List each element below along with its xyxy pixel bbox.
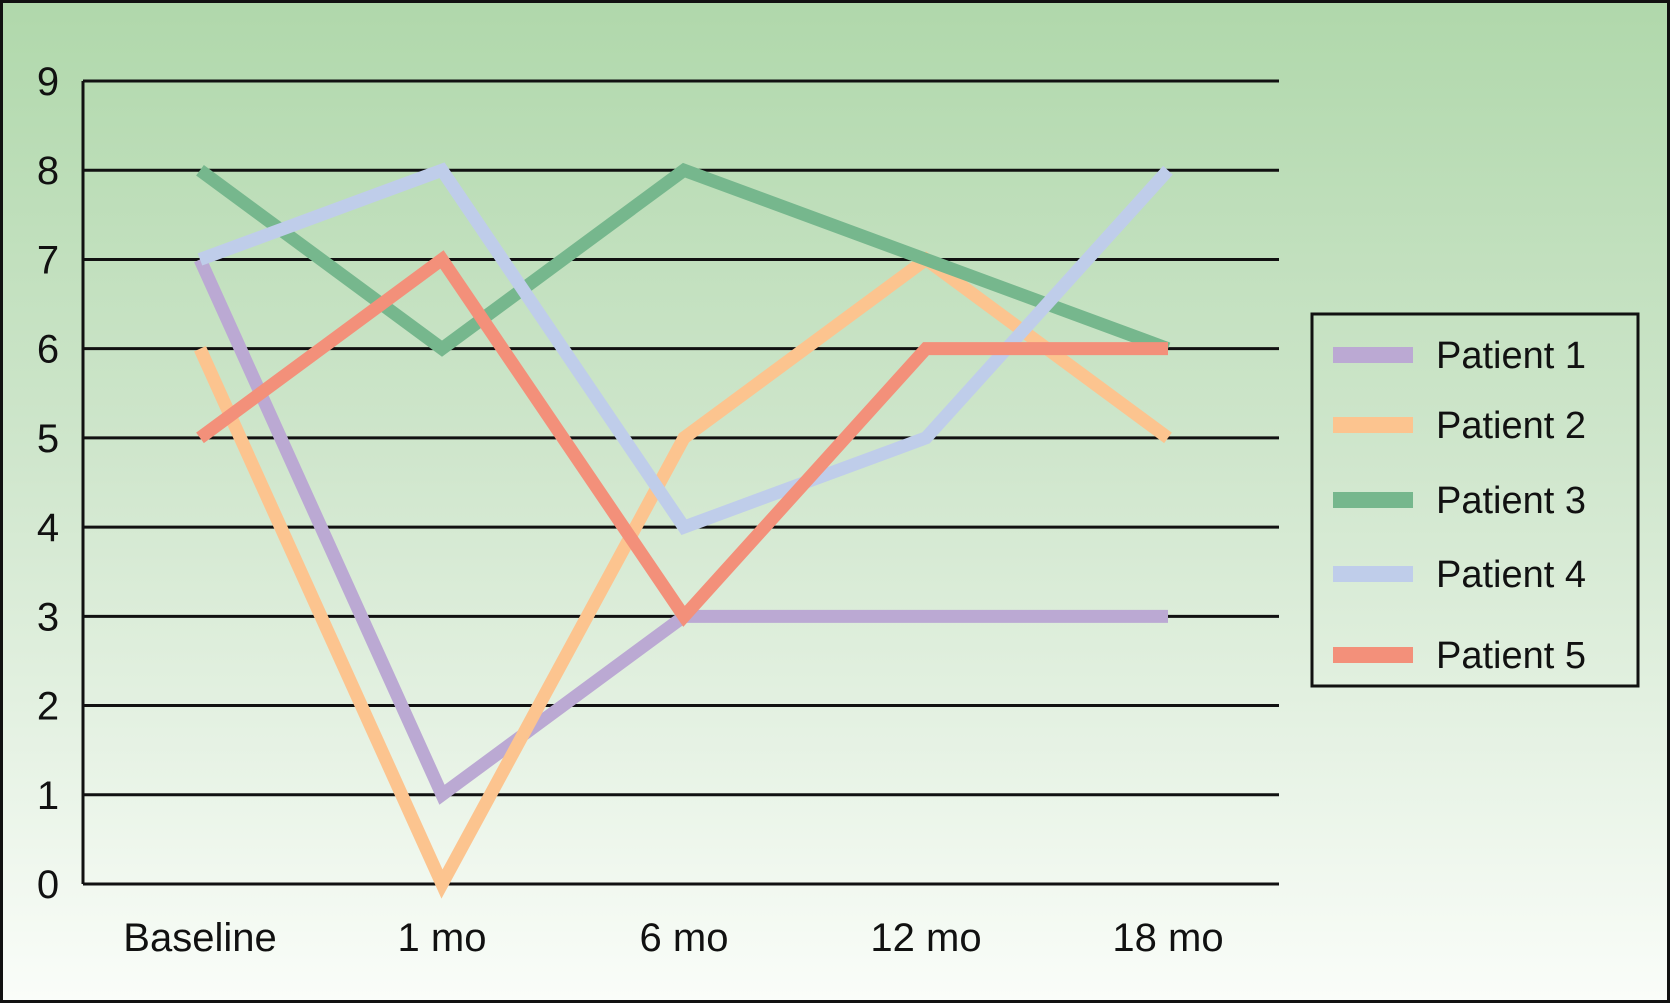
y-tick-label: 7 [37,238,59,282]
series-line-patient-3 [196,162,1171,357]
y-tick-label: 4 [37,506,59,550]
y-tick-label: 5 [37,417,59,461]
series-lines [194,162,1173,899]
y-tick-label: 2 [37,685,59,729]
legend: Patient 1 Patient 2 Patient 3 Patient 4 Pati… [1310,312,1640,688]
x-tick-labels: Baseline 1 mo 6 mo 12 mo 18 mo [123,916,1223,960]
x-tick-label: 1 mo [398,916,487,960]
y-tick-label: 6 [37,328,59,372]
x-tick-label: 12 mo [870,916,981,960]
series-line-patient-2 [194,251,1172,899]
line-chart: 0 1 2 3 4 5 6 7 8 9 Baseline 1 mo 6 mo 12 mo 18 mo Pa… [37,60,1640,960]
legend-label: Patient 4 [1436,554,1586,596]
legend-box [1310,312,1640,688]
legend-items: Patient 1 Patient 2 Patient 3 Patient 4 Pati… [1333,335,1586,677]
y-tick-label: 3 [37,595,59,639]
series-line-patient-5 [196,250,1168,627]
legend-label: Patient 5 [1436,635,1586,677]
legend-label: Patient 2 [1436,405,1586,447]
x-tick-label: 18 mo [1112,916,1223,960]
legend-label: Patient 1 [1436,335,1586,377]
x-tick-label: Baseline [123,916,276,960]
y-tick-label: 1 [37,774,59,818]
y-tick-label: 8 [37,149,59,193]
y-tick-labels: 0 1 2 3 4 5 6 7 8 9 [37,60,59,907]
legend-label: Patient 3 [1436,480,1586,522]
y-tick-label: 9 [37,60,59,104]
x-tick-label: 6 mo [640,916,729,960]
y-tick-label: 0 [37,863,59,907]
